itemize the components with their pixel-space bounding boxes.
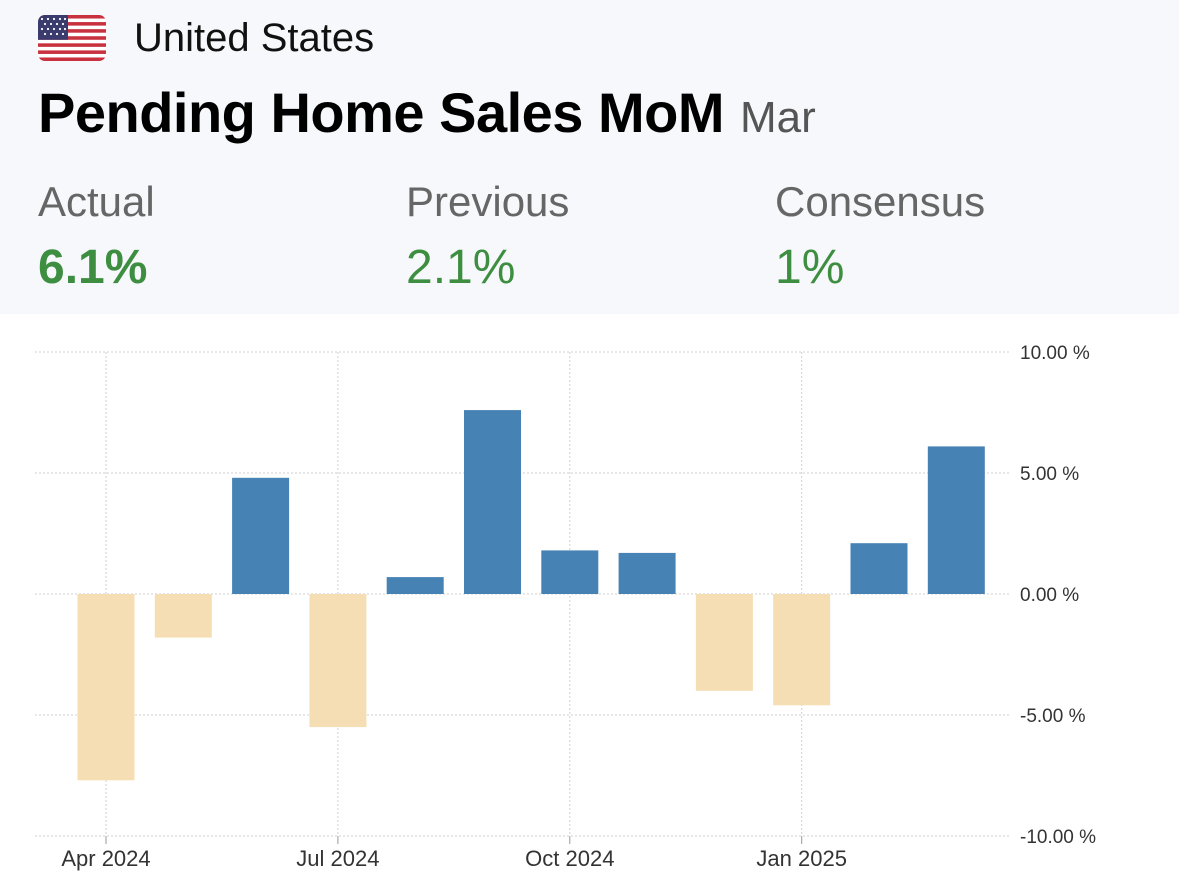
x-tick-label: Jan 2025 (756, 846, 847, 871)
bar-2024-06 (232, 477, 290, 594)
stat-actual: Actual 6.1% (38, 178, 155, 295)
consensus-label: Consensus (775, 178, 986, 225)
consensus-value: 1% (775, 241, 845, 294)
y-tick-label: -10.00 % (1020, 827, 1096, 848)
indicator-title: Pending Home Sales MoM (38, 81, 725, 144)
period-label: Mar (740, 93, 816, 142)
x-tick-label: Apr 2024 (61, 846, 150, 871)
stat-previous: Previous 2.1% (406, 178, 569, 295)
y-tick-label: -5.00 % (1020, 706, 1086, 727)
bar-2024-11 (618, 552, 676, 594)
country-row: United States (38, 14, 374, 62)
y-tick-label: 0.00 % (1020, 585, 1079, 606)
bar-2024-09 (464, 410, 521, 594)
bar-2024-05 (154, 594, 212, 638)
y-tick-label: 5.00 % (1020, 464, 1079, 485)
country-name: United States (134, 15, 375, 60)
title-row: Pending Home Sales MoM Mar (38, 80, 816, 145)
bar-2025-01 (773, 594, 831, 706)
bar-2024-07 (309, 594, 367, 728)
us-flag-icon (38, 15, 106, 61)
chart-axis-labels: 10.00 % 5.00 % 0.00 % -5.00 % -10.00 % Apr 20… (61, 343, 1096, 871)
previous-label: Previous (406, 178, 570, 225)
bar-2025-03 (927, 446, 985, 594)
bar-2024-10 (541, 550, 599, 594)
x-tick-label: Jul 2024 (296, 846, 379, 871)
previous-value: 2.1% (406, 241, 516, 294)
indicator-header: United States Pending Home Sales MoM Mar… (0, 0, 1179, 314)
x-tick-label: Oct 2024 (525, 846, 614, 871)
y-tick-label: 10.00 % (1020, 343, 1090, 364)
stat-consensus: Consensus 1% (775, 178, 985, 295)
bar-2024-08 (386, 577, 444, 594)
chart-bars (77, 410, 985, 781)
bar-chart: 10.00 % 5.00 % 0.00 % -5.00 % -10.00 % Apr 20… (35, 343, 1096, 871)
actual-label: Actual (38, 178, 155, 225)
actual-value: 6.1% (38, 241, 148, 294)
bar-2024-04 (77, 594, 135, 781)
bar-2025-02 (850, 543, 908, 594)
bar-2024-12 (695, 594, 753, 691)
